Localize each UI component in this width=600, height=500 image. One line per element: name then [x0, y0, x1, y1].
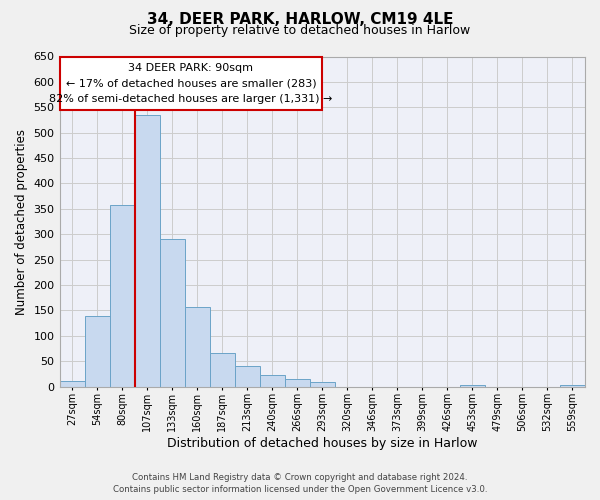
Bar — [285, 379, 310, 386]
Bar — [110, 205, 134, 386]
Text: 34, DEER PARK, HARLOW, CM19 4LE: 34, DEER PARK, HARLOW, CM19 4LE — [147, 12, 453, 28]
Bar — [209, 353, 235, 386]
Bar — [260, 376, 285, 386]
Bar — [160, 239, 185, 386]
X-axis label: Distribution of detached houses by size in Harlow: Distribution of detached houses by size … — [167, 437, 478, 450]
Bar — [85, 316, 110, 386]
Bar — [185, 307, 209, 386]
Text: Size of property relative to detached houses in Harlow: Size of property relative to detached ho… — [130, 24, 470, 37]
Bar — [134, 115, 160, 386]
Text: Contains HM Land Registry data © Crown copyright and database right 2024.
Contai: Contains HM Land Registry data © Crown c… — [113, 472, 487, 494]
Bar — [235, 366, 260, 386]
Bar — [310, 382, 335, 386]
Y-axis label: Number of detached properties: Number of detached properties — [15, 128, 28, 314]
Bar — [59, 382, 85, 386]
Text: 34 DEER PARK: 90sqm
← 17% of detached houses are smaller (283)
82% of semi-detac: 34 DEER PARK: 90sqm ← 17% of detached ho… — [49, 62, 332, 104]
